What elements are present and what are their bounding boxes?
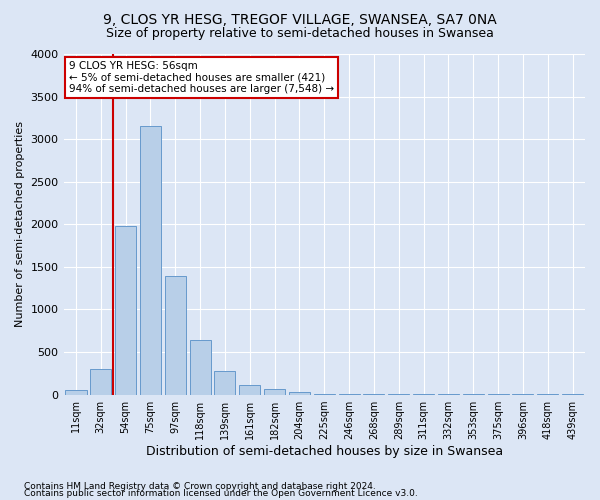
Text: 9, CLOS YR HESG, TREGOF VILLAGE, SWANSEA, SA7 0NA: 9, CLOS YR HESG, TREGOF VILLAGE, SWANSEA… (103, 12, 497, 26)
Bar (65, 390, 86, 394)
Y-axis label: Number of semi-detached properties: Number of semi-detached properties (15, 122, 25, 328)
Text: Size of property relative to semi-detached houses in Swansea: Size of property relative to semi-detach… (106, 28, 494, 40)
Bar (214, 370, 235, 394)
Bar (289, 392, 310, 394)
Bar (115, 226, 136, 394)
Bar (190, 340, 211, 394)
Text: Contains HM Land Registry data © Crown copyright and database right 2024.: Contains HM Land Registry data © Crown c… (24, 482, 376, 491)
Text: Contains public sector information licensed under the Open Government Licence v3: Contains public sector information licen… (24, 490, 418, 498)
Bar (264, 390, 285, 394)
X-axis label: Distribution of semi-detached houses by size in Swansea: Distribution of semi-detached houses by … (146, 444, 503, 458)
Bar (90, 369, 112, 394)
Text: 9 CLOS YR HESG: 56sqm
← 5% of semi-detached houses are smaller (421)
94% of semi: 9 CLOS YR HESG: 56sqm ← 5% of semi-detac… (69, 61, 334, 94)
Bar (140, 126, 161, 394)
Bar (165, 276, 186, 394)
Bar (239, 385, 260, 394)
